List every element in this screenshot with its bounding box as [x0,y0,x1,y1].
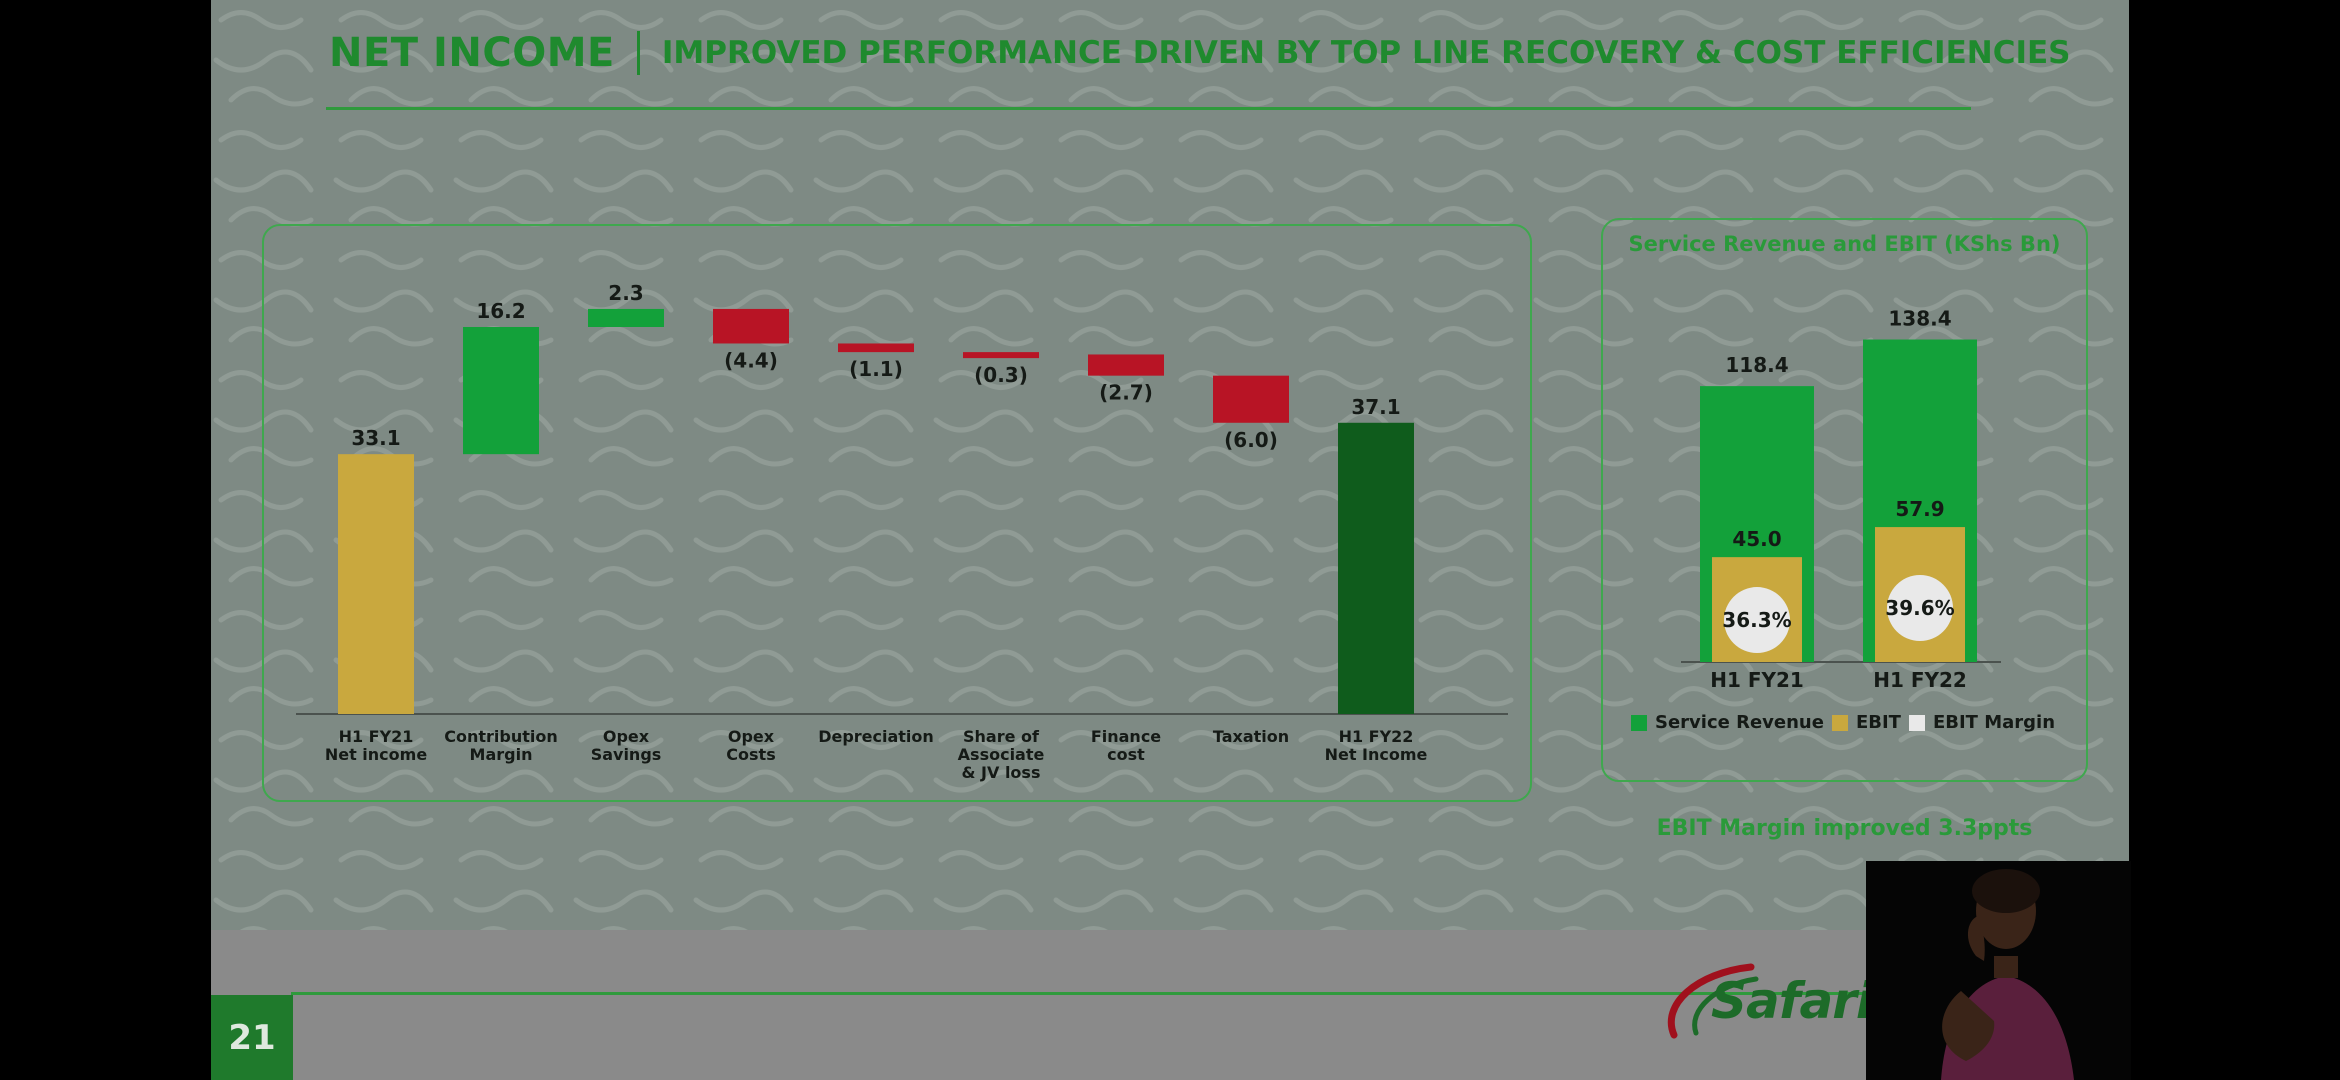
waterfall-category-label: Savings [591,745,662,764]
waterfall-bar [338,454,414,714]
waterfall-value-label: (2.7) [1099,381,1153,405]
waterfall-category-label: Finance [1091,727,1161,746]
waterfall-category-label: Margin [470,745,533,764]
waterfall-value-label: 16.2 [476,299,525,323]
waterfall-category-label: Taxation [1213,727,1289,746]
service-revenue-value-label: 118.4 [1725,353,1788,377]
waterfall-value-label: (0.3) [974,363,1028,387]
legend-label-ebit-margin: EBIT Margin [1932,712,2056,733]
interpreter-figure-icon [1866,861,2131,1080]
waterfall-panel [262,224,1532,802]
footer-band [211,930,2129,1080]
waterfall-value-label: (6.0) [1224,428,1278,452]
waterfall-value-label: 2.3 [608,281,643,305]
waterfall-category-label: H1 FY22 [1339,727,1414,746]
legend-label-service-revenue: Service Revenue [1655,712,1824,733]
sign-language-interpreter-video [1866,861,2131,1080]
title-separator [636,31,640,75]
ebit-margin-marker [1887,575,1953,642]
waterfall-category-label: Associate [958,745,1045,764]
waterfall-category-label: Opex [603,727,650,746]
waterfall-category-label: Share of [963,727,1040,746]
waterfall-bar [1088,354,1164,376]
slide-title: NET INCOME IMPROVED PERFORMANCE DRIVEN B… [329,30,2071,76]
waterfall-bar [838,343,914,353]
waterfall-category-label: Net Income [1325,745,1428,764]
waterfall-bar [1338,422,1414,714]
waterfall-category-label: Contribution [444,727,558,746]
waterfall-value-label: (1.1) [849,357,903,381]
legend-label-ebit: EBIT [1855,712,1901,733]
waterfall-category-label: Net income [325,745,427,764]
ebit-panel [1601,218,2088,782]
legend-swatch-service-revenue [1631,714,1647,731]
waterfall-bar [713,308,789,344]
legend-swatch-ebit-margin [1908,714,1925,731]
ebit-value-label: 57.9 [1895,497,1944,521]
ebit-margin-marker [1724,587,1790,654]
title-main: NET INCOME [329,30,615,76]
ebit-margin-value-label: 39.6% [1885,596,1954,620]
title-subtitle: IMPROVED PERFORMANCE DRIVEN BY TOP LINE … [661,35,2071,71]
waterfall-category-label: Depreciation [818,727,934,746]
waterfall-bar [1213,375,1289,423]
ebit-category-label: H1 FY21 [1710,668,1804,692]
legend-swatch-ebit [1831,714,1848,731]
slide: NET INCOME IMPROVED PERFORMANCE DRIVEN B… [211,0,2129,1080]
safaricom-swoosh-icon [1667,963,1759,1039]
ebit-category-label: H1 FY22 [1873,668,1967,692]
ebit-chart-legend: Service Revenue EBIT EBIT Margin [1631,712,2063,733]
ebit-margin-caption: EBIT Margin improved 3.3ppts [1656,816,2033,841]
legend-item-service-revenue: Service Revenue [1631,712,1824,733]
service-revenue-value-label: 138.4 [1888,307,1951,331]
ebit-value-label: 45.0 [1732,527,1781,551]
waterfall-category-label: cost [1107,745,1145,764]
title-divider [326,107,1971,110]
legend-item-ebit: EBIT [1831,712,1901,733]
waterfall-category-label: Costs [726,745,775,764]
footer-line [291,992,1909,995]
ebit-margin-value-label: 36.3% [1722,608,1791,632]
waterfall-bar [963,352,1039,359]
ebit-chart-title: Service Revenue and EBIT (KShs Bn) [1628,232,2061,256]
service-revenue-ebit-chart: 118.4 45.0 36.3% H1 FY21 138.4 57.9 39.6% H1 FY… [1681,307,2001,692]
waterfall-category-label: & JV loss [962,763,1041,782]
waterfall-category-label: H1 FY21 [339,727,414,746]
page-number: 21 [211,995,293,1080]
legend-item-ebit-margin: EBIT Margin [1908,712,2056,733]
waterfall-bar [463,326,539,455]
waterfall-category-label: Opex [728,727,775,746]
waterfall-value-label: 37.1 [1351,395,1400,419]
waterfall-value-label: (4.4) [724,348,778,372]
waterfall-bar [588,308,664,327]
waterfall-value-label: 33.1 [351,426,400,450]
